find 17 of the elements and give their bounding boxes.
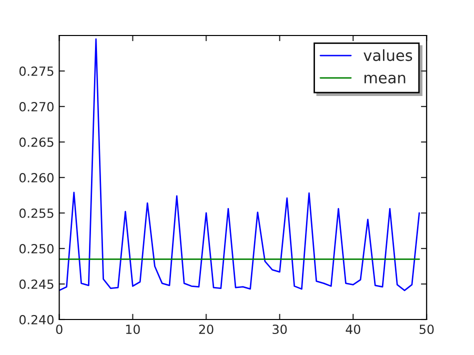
legend-label: mean [364, 74, 406, 84]
y-tick-label: 0.255 [19, 208, 54, 218]
x-tick-label: 40 [346, 324, 360, 334]
y-tick-label: 0.270 [19, 102, 54, 112]
y-tick-label: 0.260 [19, 172, 54, 182]
x-tick-label: 0 [56, 324, 62, 334]
y-tick-label: 0.275 [19, 66, 54, 76]
y-tick-label: 0.250 [19, 244, 54, 254]
y-tick-label: 0.240 [19, 314, 54, 324]
legend-label: values [364, 49, 412, 62]
x-tick-label: 10 [126, 324, 140, 334]
x-tick-label: 20 [199, 324, 214, 334]
line-series [59, 38, 420, 292]
x-tick-label: 50 [420, 324, 434, 334]
x-tick-label: 30 [272, 324, 287, 334]
y-tick-label: 0.265 [19, 137, 54, 147]
y-tick-label: 0.245 [19, 279, 54, 289]
